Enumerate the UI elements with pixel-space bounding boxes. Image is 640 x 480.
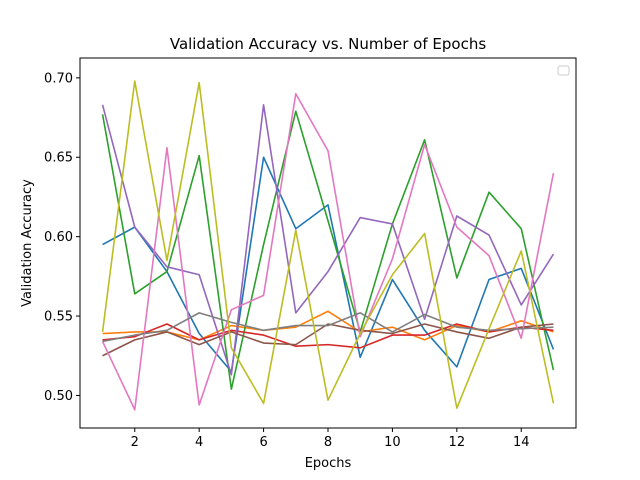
x-tick-label: 12 xyxy=(449,435,466,450)
chart-title: Validation Accuracy vs. Number of Epochs xyxy=(170,35,486,53)
x-tick-label: 8 xyxy=(324,435,332,450)
y-tick-label: 0.70 xyxy=(44,71,73,86)
x-tick-label: 10 xyxy=(384,435,401,450)
y-tick-label: 0.60 xyxy=(44,230,73,245)
series-line-9 xyxy=(101,80,555,409)
series-line-7 xyxy=(101,92,555,411)
x-tick-label: 6 xyxy=(259,435,267,450)
x-tick-label: 4 xyxy=(195,435,203,450)
series-line-5 xyxy=(101,104,555,376)
x-axis-label: Epochs xyxy=(305,456,352,471)
series-layer xyxy=(101,80,555,411)
x-axis: 2 4 6 8 10 12 14 xyxy=(131,428,530,450)
x-tick-label: 2 xyxy=(131,435,139,450)
y-tick-label: 0.50 xyxy=(44,389,73,404)
series-line-6 xyxy=(102,323,554,357)
series-line-1 xyxy=(102,156,555,373)
x-tick-label: 14 xyxy=(513,435,530,450)
legend-box xyxy=(557,65,570,76)
y-tick-label: 0.65 xyxy=(44,151,73,166)
y-tick-label: 0.55 xyxy=(44,310,73,325)
y-axis: 0.50 0.55 0.60 0.65 0.70 xyxy=(44,71,80,404)
series-line-8 xyxy=(102,312,554,343)
y-axis-label: Validation Accuracy xyxy=(20,179,35,307)
